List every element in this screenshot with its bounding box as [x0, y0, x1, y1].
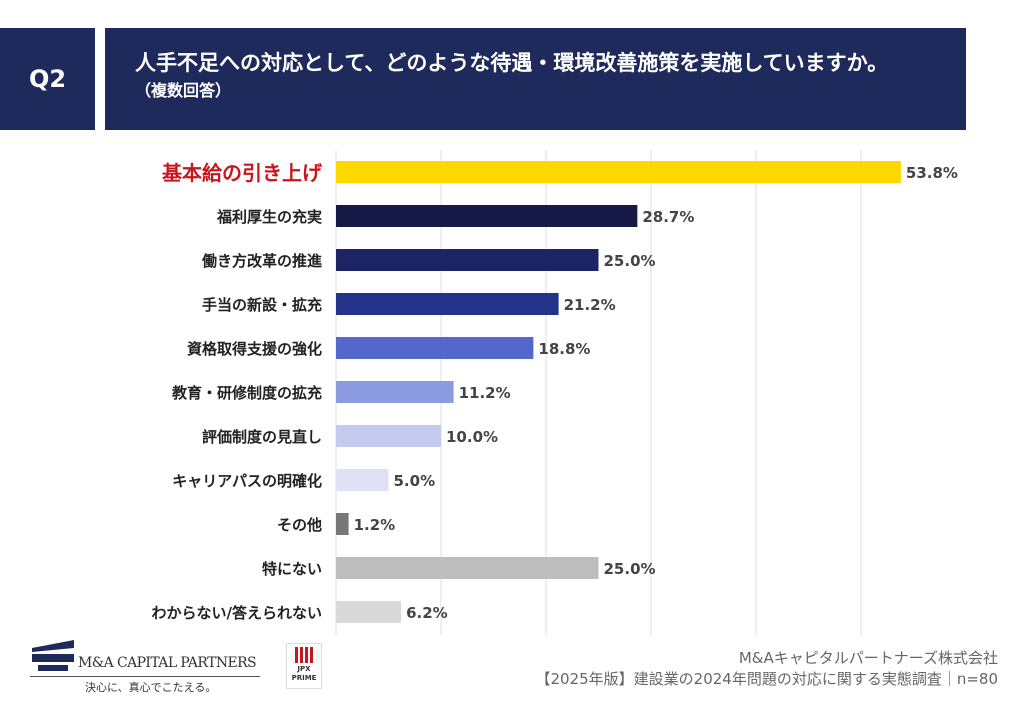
category-label: わからない/答えられない — [152, 604, 322, 622]
category-label: 基本給の引き上げ — [162, 161, 323, 185]
category-label: その他 — [277, 516, 322, 534]
data-label: 25.0% — [604, 252, 656, 270]
data-label: 5.0% — [394, 472, 436, 490]
data-label: 25.0% — [604, 560, 656, 578]
data-label: 1.2% — [354, 516, 396, 534]
category-label: 教育・研修制度の拡充 — [171, 384, 322, 402]
data-label: 53.8% — [906, 164, 958, 182]
category-label: 評価制度の見直し — [202, 428, 322, 446]
bar — [336, 601, 402, 623]
bar — [336, 205, 638, 227]
tagline: 決心に、真心でこたえる。 — [85, 681, 217, 694]
data-label: 18.8% — [538, 340, 590, 358]
category-label: 資格取得支援の強化 — [187, 340, 322, 358]
logo-text: M&A CAPITAL PARTNERS — [78, 655, 257, 671]
data-label: 6.2% — [406, 604, 448, 622]
category-label: キャリアパスの明確化 — [172, 472, 322, 490]
data-label: 10.0% — [446, 428, 498, 446]
bar-chart: 基本給の引き上げ 53.8% 福利厚生の充実 28.7% 働き方改革の推進 25.0% 手当… — [152, 150, 958, 635]
category-label: 特にない — [262, 560, 322, 578]
question-title-box: 人手不足への対応として、どのような待遇・環境改善施策を実施していますか。 （複数… — [105, 28, 966, 130]
bar — [336, 425, 441, 447]
jpx-prime-logo: JPX PRIME — [286, 643, 322, 689]
bar — [336, 513, 349, 535]
survey-info: 【2025年版】建設業の2024年問題の対応に関する実態調査｜n=80 — [535, 670, 998, 688]
question-subtitle: （複数回答） — [135, 81, 232, 100]
footer-credits: M&Aキャピタルパートナーズ株式会社 【2025年版】建設業の2024年問題の対… — [535, 648, 998, 690]
bar — [336, 469, 389, 491]
data-label: 28.7% — [642, 208, 694, 226]
category-label: 福利厚生の充実 — [216, 208, 322, 226]
data-label: 11.2% — [459, 384, 511, 402]
bar — [336, 249, 599, 271]
bar — [336, 381, 454, 403]
question-title: 人手不足への対応として、どのような待遇・環境改善施策を実施していますか。 — [135, 51, 889, 75]
company-logo: M&A CAPITAL PARTNERS 決心に、真心でこたえる。 — [30, 640, 260, 698]
bar — [336, 161, 901, 183]
company-name: M&Aキャピタルパートナーズ株式会社 — [738, 649, 998, 667]
jpx-text: JPX PRIME — [291, 665, 317, 682]
bar — [336, 293, 559, 315]
logo-mark-icon — [32, 640, 74, 671]
question-number: Q2 — [0, 28, 95, 130]
bar — [336, 557, 599, 579]
bar — [336, 337, 534, 359]
category-label: 働き方改革の推進 — [201, 252, 323, 270]
category-label: 手当の新設・拡充 — [202, 296, 322, 314]
data-label: 21.2% — [564, 296, 616, 314]
